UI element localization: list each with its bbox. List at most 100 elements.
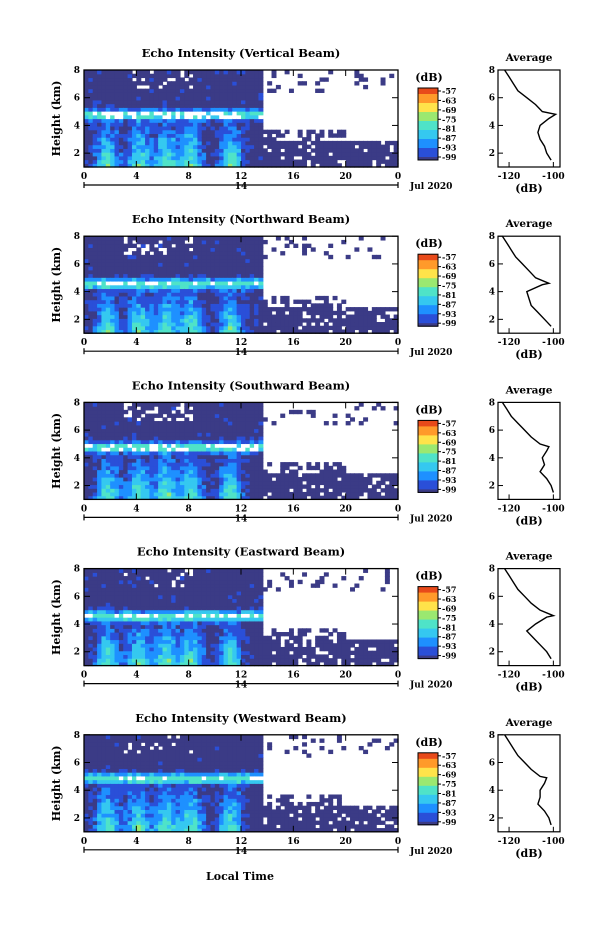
heatmap-cell (193, 277, 198, 282)
heatmap-cell (110, 280, 116, 286)
heatmap-cell (127, 605, 133, 611)
heatmap-cell (118, 605, 124, 611)
heatmap-cell (149, 650, 155, 656)
heatmap-cell (145, 133, 151, 138)
heatmap-cell (105, 650, 111, 656)
heatmap-cell (206, 99, 212, 105)
heatmap-cell (140, 639, 146, 644)
heatmap-cell (245, 103, 251, 108)
heatmap-cell (249, 292, 255, 297)
heatmap-cell (201, 81, 207, 86)
heatmap-cell (310, 318, 316, 323)
heatmap-cell (184, 617, 190, 622)
heatmap-cell (249, 254, 255, 260)
heatmap-cell (293, 310, 299, 316)
heatmap-cell (214, 447, 220, 452)
heatmap-cell (214, 88, 220, 93)
heatmap-cell (367, 148, 373, 153)
heatmap-cell (297, 307, 303, 312)
heatmap-cell (236, 314, 242, 319)
heatmap-cell (84, 413, 89, 418)
heatmap-cell (262, 491, 268, 497)
heatmap-cell (214, 643, 220, 648)
heatmap-cell (232, 458, 238, 463)
heatmap-cell (188, 137, 194, 142)
heatmap-cell (193, 635, 198, 641)
heatmap-cell (336, 469, 342, 474)
heatmap-cell (158, 152, 164, 157)
heatmap-cell (123, 454, 129, 459)
heatmap-cell (145, 572, 151, 577)
heatmap-cell (179, 144, 185, 149)
heatmap-cell (88, 99, 94, 105)
heatmap-cell (197, 413, 203, 418)
heatmap-cell (179, 322, 185, 327)
heatmap-cell (166, 99, 172, 105)
heatmap-cell (384, 473, 390, 478)
heatmap-cell (254, 262, 260, 267)
heatmap-cell (219, 292, 225, 297)
colorbar-unit: (dB) (415, 403, 442, 416)
heatmap-cell (110, 609, 116, 614)
heatmap-cell (288, 88, 294, 93)
heatmap-cell (153, 114, 159, 120)
heatmap-cell (236, 84, 242, 90)
heatmap-cell (245, 277, 251, 282)
heatmap-cell (153, 661, 159, 667)
heatmap-cell (197, 262, 203, 267)
heatmap-cell (166, 473, 172, 478)
heatmap-cell (166, 273, 172, 278)
heatmap-cell (105, 329, 111, 334)
heatmap-cell (227, 111, 233, 116)
heatmap-cell (101, 148, 107, 153)
heatmap-cell (184, 266, 190, 271)
heatmap-cell (184, 111, 190, 116)
heatmap-cell (219, 284, 225, 290)
heatmap-cell (105, 254, 111, 260)
heatmap-cell (232, 88, 238, 93)
heatmap-cell (206, 81, 212, 86)
heatmap-cell (101, 477, 107, 482)
heatmap-cell (145, 620, 151, 626)
heatmap-cell (110, 277, 116, 282)
heatmap-cell (210, 480, 216, 486)
heatmap-cell (184, 92, 190, 97)
heatmap-cell (210, 628, 216, 633)
heatmap-cell (101, 409, 107, 415)
heatmap-cell (92, 288, 98, 293)
heatmap-cell (223, 443, 229, 448)
average-y-tick-label: 2 (489, 149, 495, 159)
heatmap-cell (210, 598, 216, 603)
heatmap-cell (254, 73, 260, 79)
heatmap-cell (258, 443, 264, 448)
heatmap-cell (188, 661, 194, 667)
heatmap-cell (358, 73, 364, 79)
heatmap-cell (184, 280, 190, 286)
heatmap-cell (197, 163, 203, 168)
heatmap-cell (310, 480, 316, 486)
heatmap-cell (227, 280, 233, 286)
heatmap-cell (127, 609, 133, 614)
heatmap-cell (288, 473, 294, 478)
heatmap-cell (249, 465, 255, 471)
colorbar-unit: (dB) (415, 71, 442, 84)
heatmap-cell (323, 484, 329, 489)
heatmap-cell (97, 155, 103, 161)
heatmap-cell (84, 654, 89, 659)
heatmap-cell (92, 654, 98, 659)
x-tick-label: 0 (395, 338, 401, 348)
heatmap-cell (262, 310, 268, 316)
heatmap-cell (232, 84, 238, 90)
heatmap-cell (84, 122, 89, 127)
heatmap-cell (179, 262, 185, 267)
heatmap-cell (97, 432, 103, 437)
heatmap-cell (131, 140, 137, 146)
heatmap-cell (118, 658, 124, 663)
heatmap-cell (166, 658, 172, 663)
heatmap-cell (105, 661, 111, 667)
heatmap-cell (184, 473, 190, 478)
heatmap-cell (101, 284, 107, 290)
heatmap-cell (232, 495, 238, 500)
heatmap-cell (280, 310, 286, 316)
heatmap-cell (223, 473, 229, 478)
